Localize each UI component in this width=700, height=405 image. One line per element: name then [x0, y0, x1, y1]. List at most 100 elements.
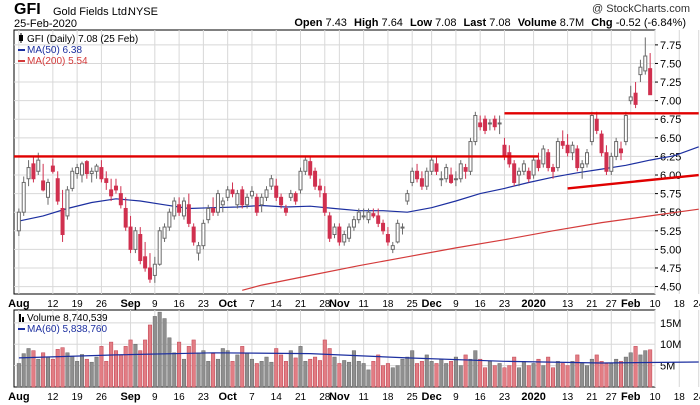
candle-body: [109, 189, 114, 197]
candle-body: [264, 189, 269, 198]
candle: [89, 167, 94, 183]
candle: [177, 197, 182, 216]
x-tick-label: 27: [606, 299, 618, 310]
volume-bar: [531, 363, 536, 388]
candle: [99, 160, 104, 183]
volume-bar: [429, 361, 434, 388]
x-tick-label: Feb: [621, 391, 641, 403]
volume-bar: [483, 367, 488, 388]
candle: [288, 189, 293, 202]
candle: [31, 156, 36, 183]
x-tick-label: 2020: [521, 391, 545, 403]
candle-body: [361, 215, 366, 218]
volume-bar: [322, 339, 327, 388]
candle-body: [366, 211, 371, 221]
volume-bar: [604, 363, 609, 388]
candle-body: [293, 193, 298, 202]
candle: [220, 197, 225, 213]
volume-bar: [385, 363, 390, 388]
x-tick-label: 23: [198, 392, 210, 403]
price-legend-entry: MA(200) 5.54: [27, 56, 88, 67]
candle: [483, 115, 488, 135]
x-tick-label: 7: [249, 299, 255, 310]
volume-bar: [497, 363, 502, 388]
volume-bar: [521, 361, 526, 388]
candle: [347, 223, 352, 242]
copyright[interactable]: @ StockCharts.com: [592, 3, 690, 15]
x-tick-label: 11: [358, 392, 369, 403]
candle-body: [31, 163, 36, 180]
candle-body: [614, 141, 619, 157]
volume-bar: [41, 352, 46, 388]
candle-body: [512, 163, 517, 183]
volume-bar: [570, 361, 575, 388]
volume-bar: [230, 361, 235, 388]
candle-body: [604, 152, 609, 172]
volume-bar: [381, 365, 386, 388]
candle: [444, 163, 449, 183]
volume-bar: [55, 349, 60, 388]
candle-body: [531, 159, 536, 176]
volume-bar: [21, 353, 26, 388]
candle-body: [41, 180, 46, 191]
candle: [463, 163, 468, 179]
candle-body: [89, 170, 94, 175]
volume-bar: [99, 346, 104, 388]
candle-body: [162, 226, 167, 239]
candle: [215, 189, 220, 216]
candle: [551, 163, 556, 179]
volume-bar: [225, 350, 230, 388]
x-tick-label: Nov: [329, 298, 351, 310]
candle-body: [555, 141, 560, 169]
candle: [206, 204, 211, 224]
candle-body: [36, 159, 41, 172]
candle-body: [560, 141, 565, 146]
x-tick-label: 16: [475, 392, 487, 403]
candle-body: [502, 144, 507, 157]
candle: [638, 59, 643, 83]
volume-bar: [458, 365, 463, 388]
volume-bar: [585, 365, 590, 388]
volume-bar: [293, 357, 298, 388]
candle: [283, 204, 288, 216]
candle-body: [313, 170, 318, 187]
volume-bar: [113, 350, 118, 388]
candle: [434, 156, 439, 176]
volume-bar: [536, 358, 541, 388]
volume-bar: [434, 363, 439, 388]
x-tick-label: 21: [586, 392, 598, 403]
candle-body: [322, 193, 327, 213]
candle-body: [521, 163, 526, 172]
candle: [366, 208, 371, 224]
volume-bar: [94, 356, 99, 388]
candle: [337, 223, 342, 246]
candle: [560, 130, 565, 149]
candle: [50, 158, 55, 174]
candle: [264, 186, 269, 202]
candle: [381, 219, 386, 235]
candle: [322, 186, 327, 216]
candle: [555, 137, 560, 172]
volume-bar: [70, 355, 75, 388]
x-tick-label: Aug: [8, 298, 29, 310]
low-value: 7.08: [435, 17, 457, 29]
candle-body: [633, 92, 638, 105]
chg-label: Chg: [591, 17, 613, 29]
volume-bar: [308, 358, 313, 388]
volume-bar: [376, 354, 381, 388]
price-tick-label: 4.50: [660, 282, 681, 294]
x-tick-label: 11: [358, 299, 369, 310]
volume-bar: [283, 361, 288, 388]
volume-bar: [546, 356, 551, 388]
volume-bar: [26, 348, 31, 388]
candle: [211, 197, 216, 216]
volume-bar: [623, 356, 628, 388]
candle-body: [177, 204, 182, 213]
volume-bar: [347, 361, 352, 388]
volume-bar: [419, 361, 424, 388]
candle-body: [415, 170, 420, 180]
candle-body: [356, 211, 361, 221]
x-tick-label: Dec: [422, 298, 442, 310]
candle-body: [478, 122, 483, 128]
candle-body: [463, 167, 468, 172]
